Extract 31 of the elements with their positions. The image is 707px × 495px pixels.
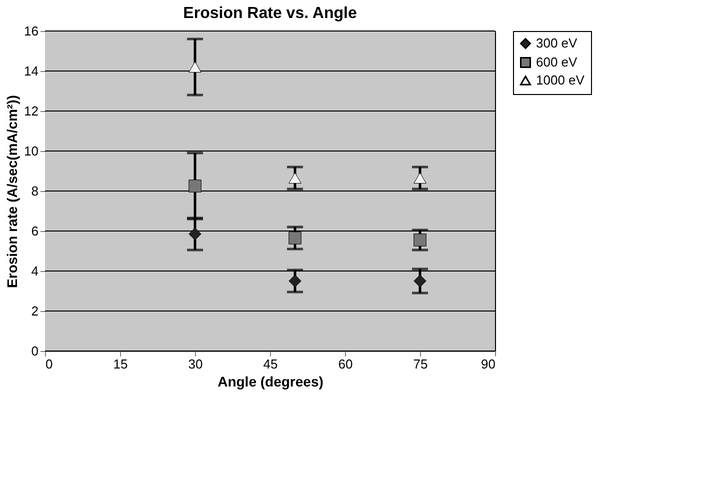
y-tick-label: 12	[24, 104, 38, 118]
x-axis-title: Angle (degrees)	[218, 374, 324, 390]
y-tick-label: 6	[31, 224, 38, 238]
x-tick-label: 45	[263, 356, 278, 372]
x-tick-label: 15	[113, 356, 128, 372]
point	[288, 274, 302, 288]
point	[414, 172, 426, 184]
y-tick-label: 16	[24, 24, 38, 38]
point	[414, 274, 426, 288]
y-tick-label: 8	[31, 184, 38, 198]
x-tick-label: 30	[188, 356, 203, 372]
x-tick-label: 90	[481, 356, 496, 372]
x-tick-label: 60	[338, 356, 353, 372]
point	[188, 228, 202, 240]
point	[414, 234, 426, 246]
legend-label: 1000 eV	[536, 72, 585, 88]
chart-title: Erosion Rate vs. Angle	[183, 5, 357, 22]
y-tick-label: 10	[24, 144, 38, 158]
y-tick-label: 0	[31, 344, 38, 358]
point	[188, 61, 202, 73]
y-tick-label: 4	[31, 264, 38, 278]
point	[188, 180, 202, 192]
point	[288, 232, 302, 244]
point	[288, 172, 302, 184]
y-tick-label: 14	[24, 64, 38, 78]
x-tick-label: 0	[46, 356, 53, 372]
legend-label: 300 eV	[536, 36, 578, 50]
x-tick-label: 75	[413, 356, 428, 372]
legend-label: 600 eV	[536, 54, 578, 70]
y-tick-label: 2	[31, 304, 38, 318]
y-axis-title: Erosion rate (A/sec(mA/cm²))	[4, 95, 20, 288]
